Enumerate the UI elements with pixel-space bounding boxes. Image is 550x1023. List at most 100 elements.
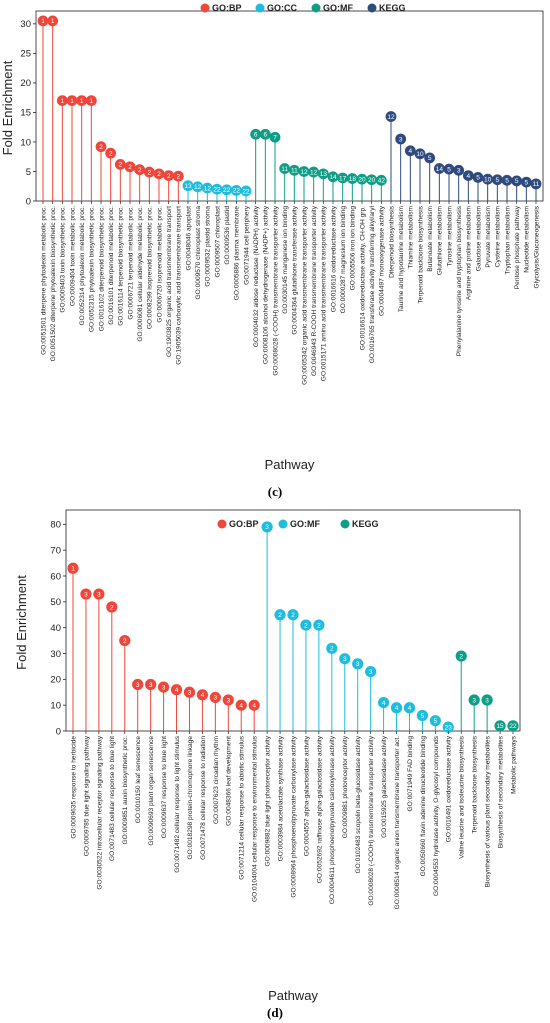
x-category-label: GO:0005342 organic acid transmembrane tr… (301, 205, 308, 385)
x-category-label: GO:0009403 toxin biosynthetic proc. (60, 206, 67, 313)
lollipop-go-mf: 42 (375, 174, 387, 201)
lollipop-point (287, 609, 299, 621)
lollipop-go-bp: 2 (134, 164, 146, 201)
lollipop-point (250, 128, 262, 140)
x-category-label: Butanoate metabolism (427, 205, 434, 271)
gene-count-label: 6 (264, 132, 268, 139)
lollipop-go-cc: 22 (240, 185, 252, 201)
x-category-label: GO:0046943 R-COOH transmembrane transpor… (311, 205, 318, 376)
lollipop-go-mf: 2 (300, 619, 312, 731)
lollipop-kegg: 2 (455, 650, 467, 731)
legend-marker-kegg (340, 519, 350, 529)
lollipop-go-mf: 4 (377, 696, 390, 731)
lollipop-go-bp: 2 (114, 158, 126, 201)
lollipop-point (95, 141, 107, 153)
lollipop-go-bp: 4 (248, 699, 260, 731)
lollipop-point (163, 170, 175, 182)
lollipop-point (85, 95, 97, 107)
gene-count-label: 5 (505, 178, 509, 185)
gene-count-label: 7 (273, 135, 277, 142)
lollipop-point (530, 178, 542, 190)
x-category-label: Terpenoid backbone biosynthesis (417, 205, 424, 303)
x-category-label: GO:0009785 blue light signaling pathway (83, 735, 90, 856)
gene-count-label: 3 (162, 684, 166, 691)
lollipop-point (327, 171, 339, 183)
gene-count-label: 3 (226, 697, 230, 704)
gene-count-label: 5 (515, 178, 519, 185)
lollipop-go-mf: 14 (327, 171, 339, 201)
x-category-label: GO:0005886 plasma membrane (234, 206, 241, 301)
lollipop-kegg: 4 (462, 170, 474, 201)
lollipop-point (192, 181, 204, 193)
x-category-label: Thiamine metabolism (408, 206, 415, 269)
x-category-label: Valine leucine and isoleucine biosynthes… (459, 735, 466, 858)
x-category-label: GO:0009881 photoreceptor activity (342, 735, 349, 838)
lollipop-go-cc: 22 (211, 183, 223, 201)
panel-label-c: (c) (268, 484, 282, 499)
gene-count-label: 13 (184, 183, 192, 190)
x-category-label: Biosynthesis of various plant secondary … (485, 735, 492, 887)
legend-label-go-mf: GO:MF (290, 519, 320, 529)
lollipop-go-mf: 12 (298, 166, 310, 201)
x-category-label: GO:0104004 cellular response to environm… (252, 735, 259, 902)
x-category-label: GO:0030145 manganese ion binding (282, 206, 289, 314)
gene-count-label: 10 (416, 151, 424, 158)
lollipop-go-mf: 2 (287, 609, 299, 731)
lollipop-point (66, 95, 78, 107)
gene-count-label: 2 (123, 638, 127, 645)
x-category-label: GO:0015171 amino acid transmembrane tran… (321, 205, 328, 381)
x-category-label: GO:0015925 galactosidase activity (381, 735, 388, 838)
gene-count-label: 1 (90, 98, 94, 105)
lollipop-go-mf: 3 (339, 653, 351, 731)
lollipop-go-mf: 23 (442, 721, 454, 733)
x-category-label: GO:0009882 blue light photoreceptor acti… (265, 735, 272, 866)
gene-count-label: 22 (242, 188, 250, 195)
lollipop-point (326, 642, 338, 654)
lollipop-point (356, 173, 368, 185)
lollipop-go-mf: 11 (279, 163, 291, 201)
y-tick-label: 60 (50, 571, 61, 582)
lollipop-go-mf: 11 (288, 164, 300, 201)
lollipop-go-bp: 1 (66, 95, 78, 201)
gene-count-label: 2 (304, 622, 308, 629)
lollipop-point (455, 650, 467, 662)
gene-count-label: 22 (509, 723, 517, 730)
gene-count-label: 2 (291, 612, 295, 619)
gene-count-label: 3 (188, 690, 192, 697)
lollipop-go-bp: 2 (124, 161, 136, 201)
gene-count-label: 3 (343, 656, 347, 663)
gene-count-label: 22 (223, 187, 231, 194)
lollipop-point (414, 148, 426, 160)
x-category-label: GO:0052692 raffinose alpha-galactosidase… (316, 735, 323, 883)
lollipop-kegg: 3 (468, 694, 480, 731)
gene-count-label: 1 (61, 98, 65, 105)
lollipop-go-bp: 1 (67, 562, 79, 731)
lollipop-go-bp: 1 (37, 15, 49, 201)
lollipop-point (346, 173, 358, 184)
gene-count-label: 20 (368, 177, 376, 184)
x-category-label: GO:0000287 magnesium ion binding (340, 206, 347, 314)
lollipop-point (105, 147, 117, 159)
legend-marker-go-mf (278, 519, 288, 529)
gene-count-label: 2 (317, 622, 321, 629)
lollipop-go-bp: 2 (172, 170, 184, 201)
lollipop-go-bp: 3 (93, 588, 105, 731)
lollipop-go-bp: 2 (143, 166, 155, 201)
gene-count-label: 1 (51, 18, 55, 25)
lollipop-point (300, 619, 312, 631)
lollipop-point (172, 170, 184, 182)
y-axis-label: Fold Enrichment (0, 60, 15, 155)
legend: GO:BP GO:CC GO:MF KEGG (200, 3, 406, 13)
lollipop-point (201, 182, 213, 194)
legend-marker-go-cc (255, 3, 265, 13)
lollipop-go-bp: 2 (105, 147, 117, 201)
x-category-label: GO:0004364 glutathione transferase activ… (292, 205, 299, 334)
gene-count-label: 2 (330, 646, 334, 653)
x-category-label: GO:0004553 hydrolase activity, O-glycosy… (433, 735, 440, 896)
lollipop-point (235, 699, 247, 711)
lollipop-kegg: 3 (395, 133, 407, 201)
lollipop-go-mf: 6 (250, 128, 262, 201)
x-category-label: GO:0016616 oxidoreductase activity (330, 205, 337, 312)
gene-count-label: 2 (110, 604, 114, 611)
gene-count-label: 2 (109, 150, 113, 157)
